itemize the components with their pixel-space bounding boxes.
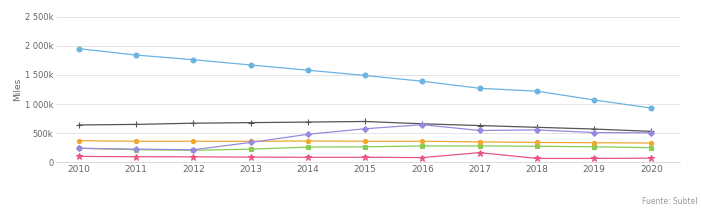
ENTEL (304, 133, 312, 136)
Telefónica (132, 54, 140, 56)
VTR (533, 126, 541, 129)
Grupo GTD (247, 140, 255, 142)
ENTEL (361, 128, 369, 130)
ENTEL (533, 129, 541, 131)
ENTEL (590, 131, 599, 134)
Text: Fuente: Subtel: Fuente: Subtel (642, 197, 697, 206)
VTR (189, 122, 198, 124)
ENTEL (132, 148, 140, 150)
VTR (475, 124, 484, 127)
Grupo GTD (189, 140, 198, 142)
Grupo GTD (647, 142, 655, 144)
Otros (590, 157, 599, 160)
Line: Telefónica: Telefónica (76, 46, 654, 110)
ENTEL (247, 141, 255, 144)
Telefónica (189, 58, 198, 61)
Otros (361, 156, 369, 158)
Telefónica (418, 80, 427, 83)
Grupo GTD (304, 140, 312, 142)
VTR (647, 130, 655, 133)
Grupo GTD (75, 139, 83, 142)
Telefónica (304, 69, 312, 72)
VTR (590, 128, 599, 130)
Line: Claro: Claro (77, 144, 653, 152)
Grupo GTD (132, 140, 140, 142)
Line: ENTEL: ENTEL (77, 123, 653, 152)
VTR (75, 124, 83, 126)
ENTEL (189, 149, 198, 151)
Otros (75, 155, 83, 158)
Otros (247, 156, 255, 158)
Grupo GTD (475, 141, 484, 143)
Otros (418, 156, 427, 159)
VTR (132, 123, 140, 126)
Claro (647, 146, 655, 149)
Claro (189, 149, 198, 152)
Telefónica (247, 64, 255, 66)
Line: Grupo GTD: Grupo GTD (77, 139, 653, 145)
Claro (304, 146, 312, 148)
ENTEL (475, 129, 484, 132)
Telefónica (475, 87, 484, 89)
VTR (247, 121, 255, 124)
Claro (475, 145, 484, 147)
Claro (132, 149, 140, 151)
Claro (533, 145, 541, 147)
VTR (418, 123, 427, 125)
Grupo GTD (418, 140, 427, 142)
Grupo GTD (361, 140, 369, 142)
Claro (75, 147, 83, 150)
Telefónica (647, 107, 655, 109)
Otros (189, 156, 198, 158)
ENTEL (418, 123, 427, 126)
Claro (590, 146, 599, 148)
Line: VTR: VTR (76, 118, 655, 135)
ENTEL (75, 147, 83, 150)
ENTEL (647, 132, 655, 134)
Grupo GTD (533, 141, 541, 144)
VTR (361, 120, 369, 123)
Y-axis label: Miles: Miles (13, 78, 22, 101)
Claro (418, 145, 427, 147)
Line: Otros: Otros (76, 149, 655, 162)
Telefónica (361, 74, 369, 77)
VTR (304, 121, 312, 123)
Grupo GTD (590, 141, 599, 144)
Telefónica (75, 47, 83, 50)
Otros (533, 157, 541, 160)
Otros (647, 157, 655, 159)
Claro (247, 148, 255, 150)
Claro (361, 146, 369, 148)
Otros (304, 156, 312, 158)
Telefónica (533, 90, 541, 92)
Otros (132, 155, 140, 158)
Telefónica (590, 99, 599, 101)
Otros (475, 151, 484, 154)
